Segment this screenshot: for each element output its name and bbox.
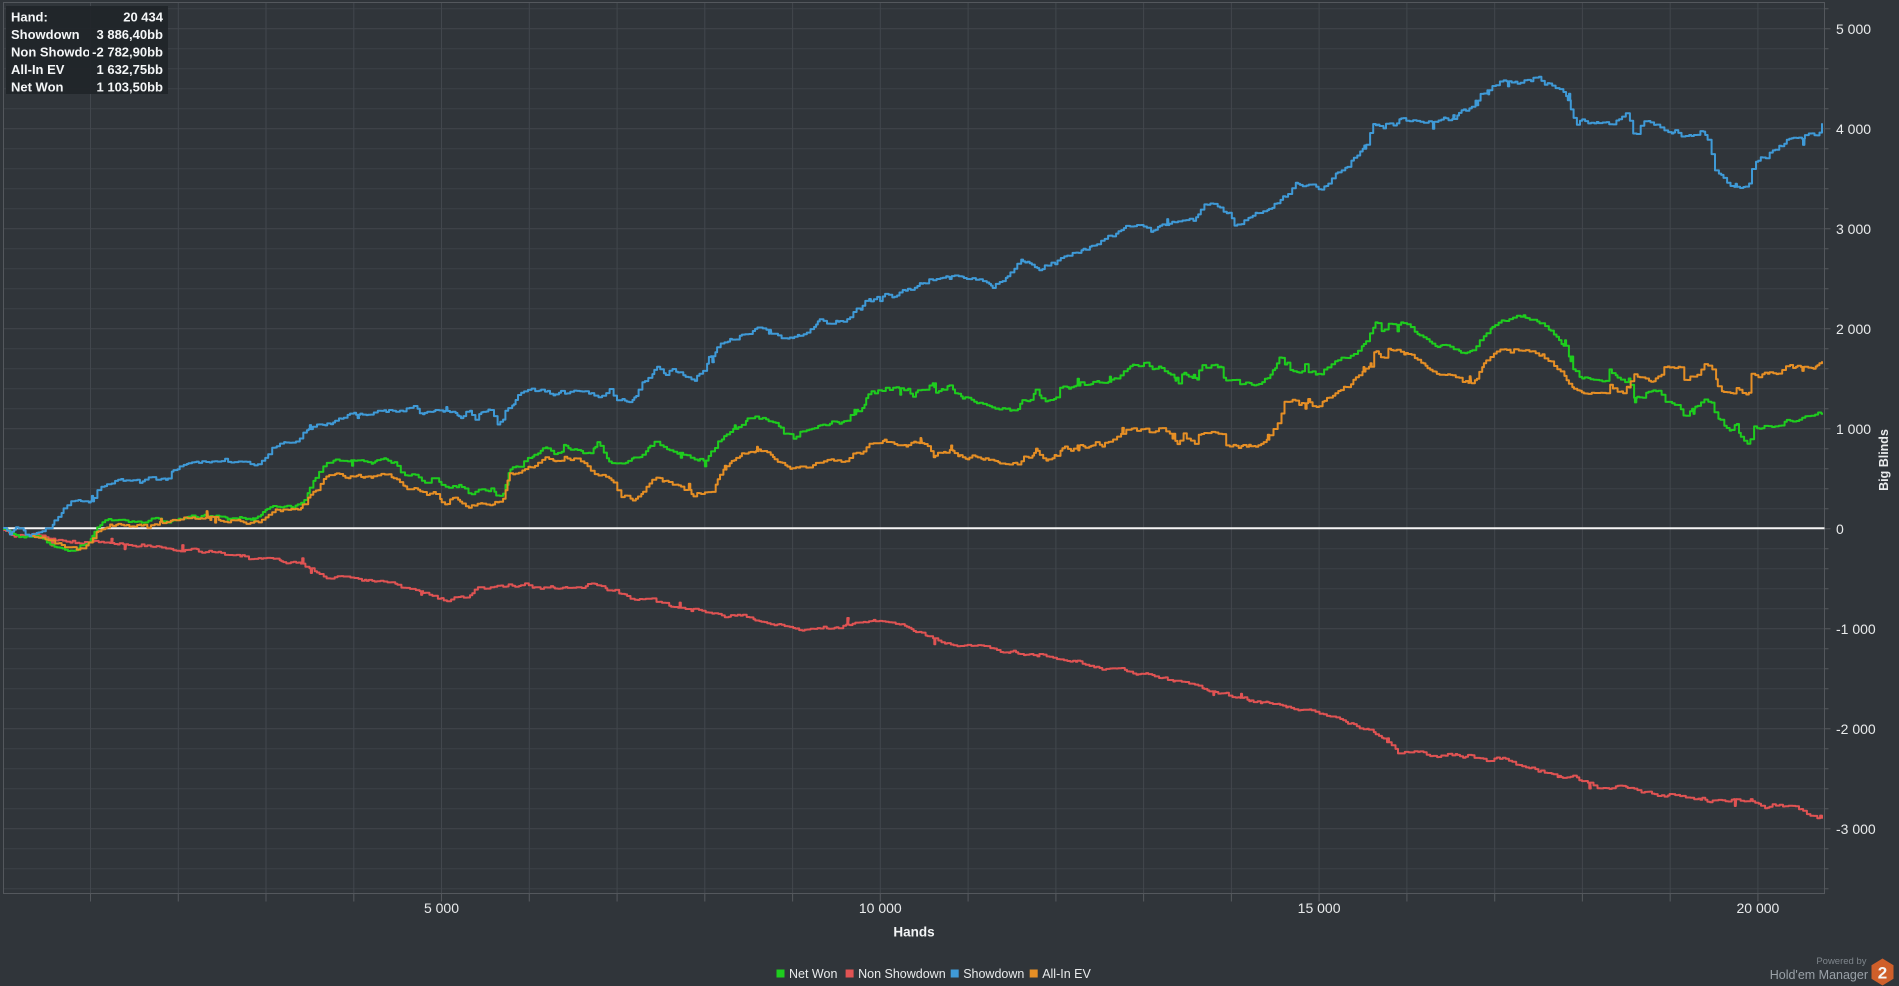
svg-text:Hands: Hands xyxy=(893,925,934,940)
svg-text:Net Won: Net Won xyxy=(11,80,64,95)
svg-text:1 000: 1 000 xyxy=(1836,421,1871,437)
svg-text:1 632,75bb: 1 632,75bb xyxy=(97,62,164,77)
svg-text:3 000: 3 000 xyxy=(1836,221,1871,237)
svg-text:-2 782,90bb: -2 782,90bb xyxy=(92,45,163,60)
svg-text:All-In EV: All-In EV xyxy=(1042,967,1091,981)
svg-text:5 000: 5 000 xyxy=(1836,21,1871,37)
svg-text:2 000: 2 000 xyxy=(1836,321,1871,337)
svg-text:0: 0 xyxy=(1836,521,1844,537)
svg-text:-2 000: -2 000 xyxy=(1836,721,1876,737)
svg-text:-3 000: -3 000 xyxy=(1836,821,1876,837)
svg-text:Non Showdown: Non Showdown xyxy=(11,45,109,60)
svg-text:Big Blinds: Big Blinds xyxy=(1877,429,1891,491)
svg-text:5 000: 5 000 xyxy=(424,900,459,916)
svg-text:3 886,40bb: 3 886,40bb xyxy=(97,27,164,42)
svg-text:1 103,50bb: 1 103,50bb xyxy=(97,80,164,95)
svg-text:Hold'em Manager: Hold'em Manager xyxy=(1770,968,1868,982)
svg-text:-1 000: -1 000 xyxy=(1836,621,1876,637)
svg-text:20 434: 20 434 xyxy=(123,10,164,25)
svg-text:Net Won: Net Won xyxy=(789,967,837,981)
svg-text:15 000: 15 000 xyxy=(1298,900,1341,916)
svg-text:Showdown: Showdown xyxy=(963,967,1024,981)
svg-text:Hand:: Hand: xyxy=(11,10,48,25)
svg-text:Powered by: Powered by xyxy=(1816,956,1866,967)
svg-text:Non Showdown: Non Showdown xyxy=(858,967,946,981)
svg-text:2: 2 xyxy=(1878,963,1887,982)
svg-text:All-In EV: All-In EV xyxy=(11,62,65,77)
svg-text:10 000: 10 000 xyxy=(859,900,902,916)
svg-text:20 000: 20 000 xyxy=(1736,900,1779,916)
svg-text:4 000: 4 000 xyxy=(1836,121,1871,137)
svg-text:Showdown: Showdown xyxy=(11,27,80,42)
